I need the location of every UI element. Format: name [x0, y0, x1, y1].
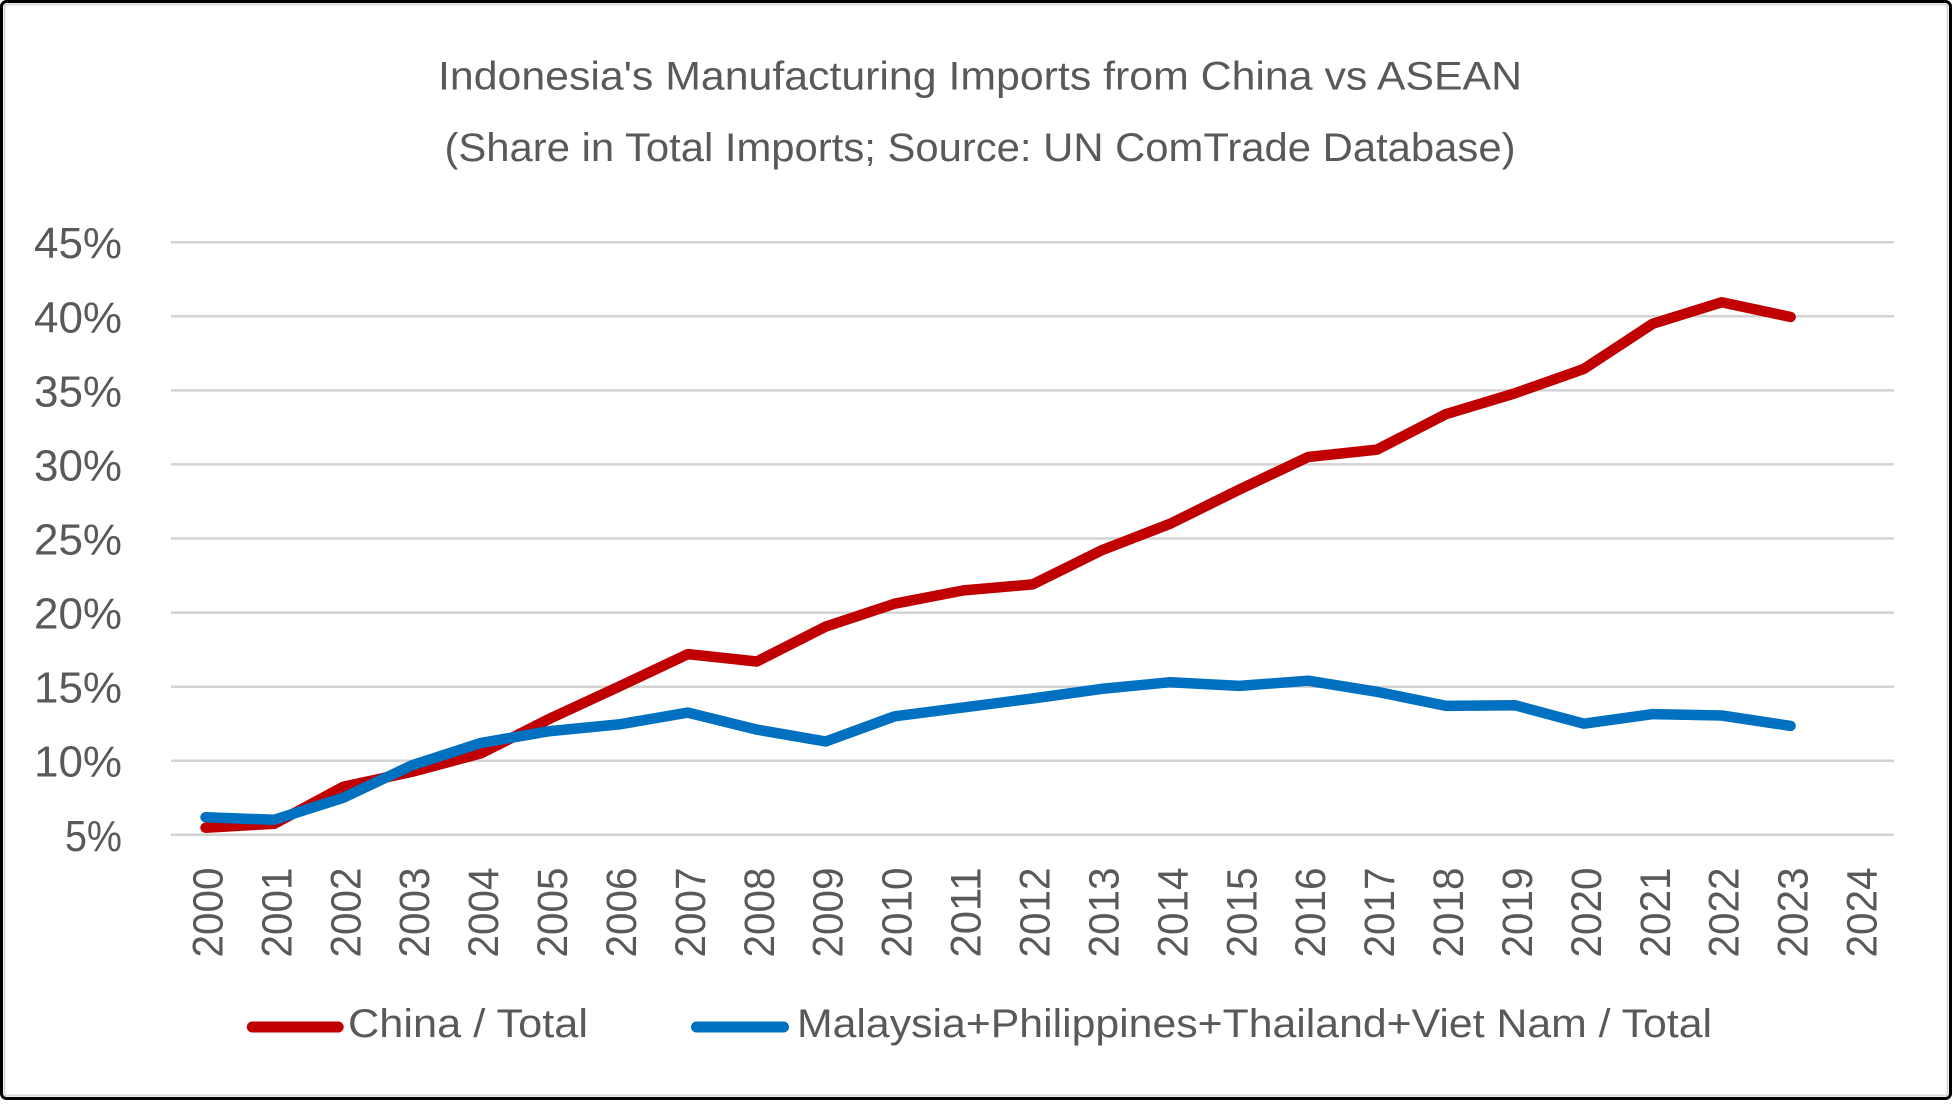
svg-text:2008: 2008 [736, 868, 784, 958]
svg-text:2016: 2016 [1287, 868, 1335, 958]
svg-text:2006: 2006 [598, 868, 646, 958]
svg-text:2021: 2021 [1632, 868, 1680, 958]
svg-text:Malaysia+Philippines+Thailand+: Malaysia+Philippines+Thailand+Viet Nam /… [797, 1002, 1712, 1046]
svg-text:2022: 2022 [1701, 868, 1749, 958]
svg-text:40%: 40% [34, 293, 122, 342]
svg-text:2011: 2011 [943, 868, 991, 958]
svg-text:45%: 45% [34, 219, 122, 268]
svg-text:2001: 2001 [253, 868, 301, 958]
svg-text:2000: 2000 [185, 868, 233, 958]
svg-text:2014: 2014 [1149, 868, 1197, 958]
svg-text:2007: 2007 [667, 868, 715, 958]
svg-text:2023: 2023 [1770, 868, 1818, 958]
svg-text:2020: 2020 [1563, 868, 1611, 958]
svg-text:2004: 2004 [460, 868, 508, 958]
svg-text:30%: 30% [34, 441, 122, 490]
svg-text:2005: 2005 [529, 868, 577, 958]
svg-text:15%: 15% [34, 664, 122, 713]
svg-text:25%: 25% [34, 516, 122, 565]
svg-text:2024: 2024 [1839, 868, 1887, 958]
svg-text:2009: 2009 [805, 868, 853, 958]
svg-text:2019: 2019 [1494, 868, 1542, 958]
svg-text:(Share in Total Imports; Sourc: (Share in Total Imports; Source: UN ComT… [445, 126, 1516, 170]
svg-text:2015: 2015 [1218, 868, 1266, 958]
svg-text:20%: 20% [34, 590, 122, 639]
svg-text:2012: 2012 [1012, 868, 1060, 958]
svg-text:2013: 2013 [1080, 868, 1128, 958]
svg-text:China / Total: China / Total [348, 1002, 588, 1046]
svg-text:2017: 2017 [1356, 868, 1404, 958]
svg-text:2010: 2010 [874, 868, 922, 958]
svg-text:2003: 2003 [391, 868, 439, 958]
svg-text:Indonesia's Manufacturing Impo: Indonesia's Manufacturing Imports from C… [438, 55, 1522, 99]
svg-text:2018: 2018 [1425, 868, 1473, 958]
svg-text:2002: 2002 [322, 868, 370, 958]
svg-text:35%: 35% [34, 367, 122, 416]
svg-text:10%: 10% [34, 738, 122, 787]
svg-text:5%: 5% [65, 812, 122, 861]
